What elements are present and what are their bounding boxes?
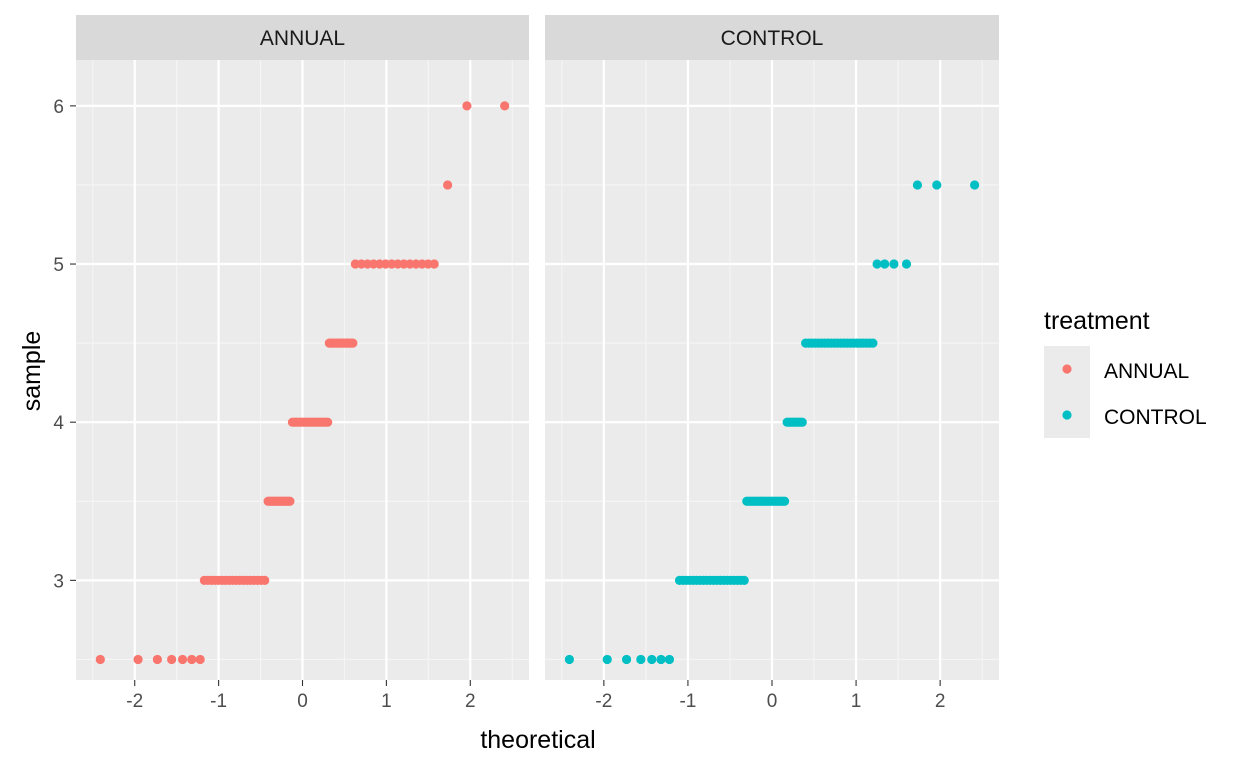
x-axis-control: -2 -1 0 1 2 (595, 680, 945, 712)
data-point (872, 259, 882, 269)
legend-dot-annual (1062, 364, 1072, 374)
data-point (462, 101, 472, 111)
data-point (133, 654, 143, 665)
data-point (797, 417, 807, 427)
y-tick-label: 6 (53, 97, 64, 118)
data-point (912, 180, 923, 190)
data-point (195, 654, 205, 665)
strip-control (545, 15, 999, 60)
x-tick-label: -1 (679, 691, 696, 712)
legend: treatment ANNUAL CONTROL (1044, 307, 1207, 438)
data-point (656, 654, 666, 665)
y-axis: 3 4 5 6 (53, 97, 76, 592)
data-point (348, 338, 358, 348)
y-tick-label: 4 (53, 413, 64, 434)
legend-label-annual: ANNUAL (1104, 360, 1189, 383)
strip-annual (76, 15, 529, 60)
data-point (901, 259, 912, 269)
data-point (780, 496, 790, 506)
y-axis-title: sample (18, 331, 46, 412)
panel-annual: ANNUAL (76, 15, 529, 680)
data-point (621, 654, 632, 665)
x-axis-title: theoretical (480, 726, 595, 754)
x-tick-label: -2 (595, 691, 612, 712)
data-point (500, 101, 510, 111)
data-point (564, 654, 574, 665)
legend-dot-control (1062, 410, 1072, 420)
strip-label-annual: ANNUAL (260, 27, 345, 50)
data-point (647, 654, 657, 665)
data-point (152, 654, 162, 665)
x-tick-label: 1 (851, 691, 862, 712)
strip-label-control: CONTROL (721, 27, 824, 50)
data-point (664, 654, 675, 665)
legend-title: treatment (1044, 307, 1150, 335)
data-point (429, 259, 439, 269)
x-tick-label: -1 (210, 691, 227, 712)
x-tick-label: 2 (935, 691, 946, 712)
data-point (177, 654, 188, 665)
data-point (95, 654, 105, 665)
x-tick-label: 0 (297, 691, 308, 712)
data-point (285, 496, 295, 506)
x-tick-label: 2 (465, 691, 476, 712)
data-point (636, 654, 646, 665)
data-point (187, 654, 197, 665)
data-point (739, 575, 749, 585)
data-point (260, 575, 270, 585)
data-point (868, 338, 878, 348)
panel-control: CONTROL (545, 15, 999, 680)
data-point (323, 417, 333, 427)
data-point (889, 259, 899, 269)
legend-label-control: CONTROL (1104, 406, 1207, 429)
data-point (443, 180, 453, 190)
x-axis-annual: -2 -1 0 1 2 (126, 680, 476, 712)
data-point (932, 180, 942, 190)
data-point (970, 180, 980, 190)
x-tick-label: 0 (767, 691, 778, 712)
data-point (167, 654, 177, 665)
y-tick-label: 5 (53, 255, 64, 276)
x-tick-label: 1 (381, 691, 392, 712)
x-tick-label: -2 (126, 691, 143, 712)
data-point (880, 259, 890, 269)
data-point (602, 654, 612, 665)
y-tick-label: 3 (53, 571, 64, 592)
